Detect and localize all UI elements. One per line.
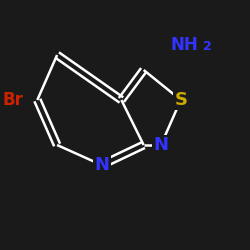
Text: NH: NH (171, 36, 198, 54)
Text: 2: 2 (203, 40, 212, 52)
Text: S: S (174, 91, 187, 109)
Text: N: N (154, 136, 168, 154)
Text: Br: Br (2, 91, 23, 109)
Text: N: N (94, 156, 109, 174)
